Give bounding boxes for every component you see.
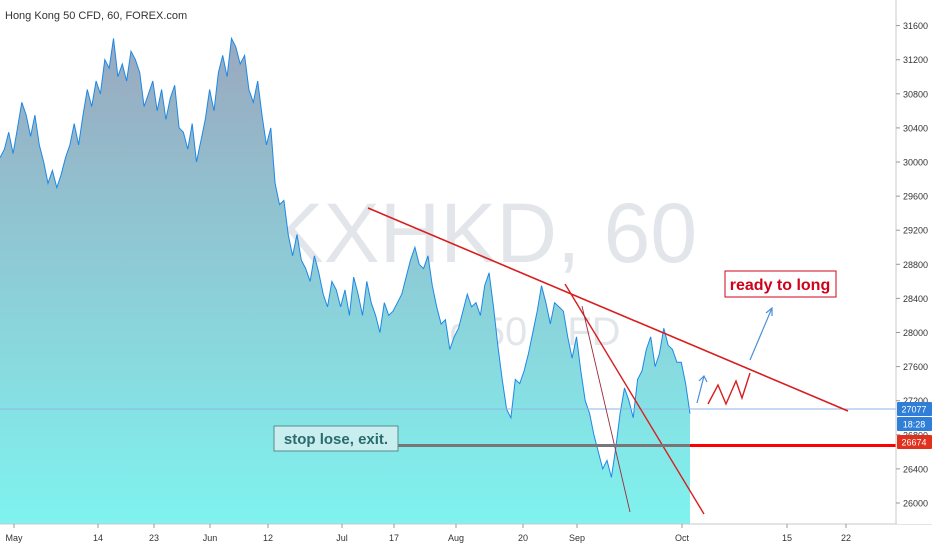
price-tick-label: 31200 <box>903 55 928 65</box>
stop-lose-box[interactable] <box>273 425 399 452</box>
last-price-badge <box>897 402 932 416</box>
price-tick-label: 29600 <box>903 192 928 202</box>
price-tick-label: 30800 <box>903 89 928 99</box>
time-tick-label: Sep <box>569 533 585 543</box>
time-tick-label: Oct <box>675 533 690 543</box>
stop-lose-label: stop lose, exit. <box>284 431 388 448</box>
time-axis-bg[interactable] <box>0 525 932 550</box>
time-tick-label: May <box>5 533 23 543</box>
projection-zigzag <box>707 372 751 406</box>
price-tick-label: 26000 <box>903 499 928 509</box>
arrow-up-right-icon <box>749 307 773 361</box>
price-area-fill <box>0 38 690 525</box>
stop-price-badge <box>897 435 932 449</box>
bar-countdown-value: 18:28 <box>903 420 926 430</box>
price-axis: 2600026400268002720027600280002840028800… <box>896 21 928 509</box>
time-tick-label: 14 <box>93 533 103 543</box>
time-tick-label: 23 <box>149 533 159 543</box>
price-line <box>0 36 691 478</box>
price-tick-label: 28800 <box>903 260 928 270</box>
price-tick-label: 27200 <box>903 396 928 406</box>
price-tick-label: 28400 <box>903 294 928 304</box>
resistance-trend-line[interactable] <box>367 207 849 412</box>
price-tick-label: 29200 <box>903 226 928 236</box>
arrow-up-right-head-icon <box>765 306 773 316</box>
time-tick-label: Jun <box>203 533 218 543</box>
ready-to-long-label: ready to long <box>730 277 830 294</box>
price-tick-label: 31600 <box>903 21 928 31</box>
time-tick-label: 22 <box>841 533 851 543</box>
price-tick-label: 30400 <box>903 123 928 133</box>
price-tick-label: 26400 <box>903 464 928 474</box>
time-tick-label: 20 <box>518 533 528 543</box>
arrow-up-icon <box>696 375 705 404</box>
time-axis: May 14 23 Jun 12 Jul 17 Aug 20 Sep Oct 15 22 <box>5 524 851 543</box>
time-tick-label: Jul <box>336 533 348 543</box>
breakdown-trend-line[interactable] <box>564 283 705 515</box>
bar-countdown-badge <box>897 417 932 431</box>
thin-trend-line[interactable] <box>581 305 631 513</box>
last-price-value: 27077 <box>901 405 926 415</box>
time-tick-label: Aug <box>448 533 464 543</box>
chart-title: Hong Kong 50 CFD, 60, FOREX.com <box>5 10 187 22</box>
time-tick-label: 15 <box>782 533 792 543</box>
time-tick-label: 17 <box>389 533 399 543</box>
time-tick-label: 12 <box>263 533 273 543</box>
stop-price-value: 26674 <box>901 438 926 448</box>
ready-to-long-box[interactable] <box>724 270 837 298</box>
price-tick-label: 30000 <box>903 158 928 168</box>
price-tick-label: 28000 <box>903 328 928 338</box>
arrow-up-head-icon <box>698 374 708 383</box>
price-tick-label: 27600 <box>903 362 928 372</box>
